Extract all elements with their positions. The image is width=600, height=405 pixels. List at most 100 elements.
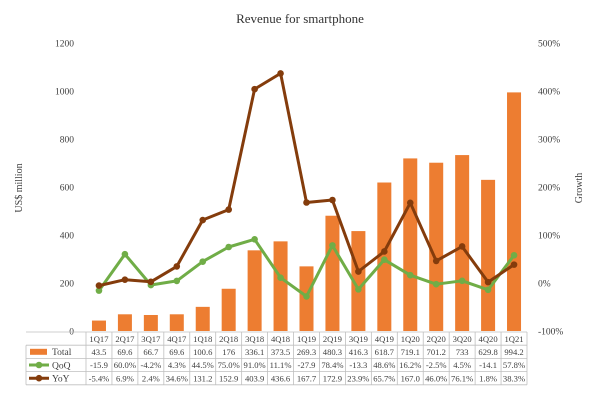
data-label-qoq: -15.9	[90, 360, 108, 370]
data-label-total: 43.5	[91, 347, 106, 357]
data-label-qoq: 16.2%	[399, 360, 421, 370]
x-tick-label: 1Q17	[89, 334, 109, 344]
y-tick-label: 400	[60, 232, 75, 242]
data-label-yoy: 1.8%	[479, 373, 497, 383]
point-yoy-1Q20	[406, 199, 414, 207]
x-tick-label: 4Q17	[167, 334, 187, 344]
bar-3Q18	[247, 250, 262, 331]
y2-axis-title: Growth	[574, 173, 585, 204]
x-tick-label: 3Q17	[141, 334, 161, 344]
line-yoy	[97, 71, 516, 288]
point-qoq-3Q19	[355, 286, 362, 293]
data-label-total: 100.6	[193, 347, 213, 357]
data-label-total: 69.6	[117, 347, 133, 357]
data-label-qoq: 57.8%	[503, 360, 525, 370]
point-qoq-4Q17	[173, 277, 181, 285]
data-label-total: 618.7	[375, 347, 395, 357]
y-tick-label: 1000	[55, 88, 74, 98]
point-qoq-1Q18	[199, 258, 207, 265]
data-label-total: 733	[456, 347, 469, 357]
point-qoq-1Q17	[95, 287, 103, 294]
point-qoq-1Q21	[510, 251, 518, 259]
y2-tick-label: 500%	[538, 40, 560, 50]
bar-1Q17	[91, 320, 106, 331]
data-label-yoy: 172.9	[323, 373, 342, 383]
data-label-yoy: 131.2	[193, 373, 212, 383]
data-label-yoy: 76.1%	[451, 373, 473, 383]
data-label-qoq: 44.5%	[192, 360, 214, 370]
data-label-yoy: 152.9	[219, 373, 238, 383]
point-yoy-1Q17	[95, 282, 103, 289]
point-yoy-4Q18	[277, 70, 284, 77]
point-yoy-1Q18	[199, 216, 207, 224]
y-tick-label: 0	[69, 328, 74, 338]
line-series	[95, 70, 518, 300]
bar-3Q20	[455, 155, 470, 331]
x-tick-label: 2Q19	[323, 334, 342, 344]
y2-tick-label: 0%	[538, 280, 551, 290]
data-label-total: 994.2	[504, 347, 523, 357]
point-qoq-3Q20	[458, 277, 466, 285]
point-qoq-4Q18	[277, 274, 284, 281]
legend-label-total: Total	[52, 348, 72, 358]
data-label-qoq: 4.3%	[168, 360, 186, 370]
y-tick-label: 600	[60, 184, 75, 194]
data-label-total: 480.3	[323, 347, 342, 357]
data-label-yoy: -5.4%	[89, 373, 110, 383]
data-label-total: 629.8	[478, 347, 497, 357]
y-tick-label: 200	[60, 280, 75, 290]
point-yoy-2Q18	[225, 206, 232, 213]
x-tick-label: 1Q21	[504, 334, 523, 344]
bar-4Q17	[169, 314, 184, 331]
y2-axis: -100% 0% 100% 200% 300% 400% 500%	[538, 40, 563, 338]
point-yoy-1Q19	[303, 199, 310, 206]
x-tick-label: 4Q20	[479, 334, 498, 344]
x-tick-label: 4Q19	[375, 334, 394, 344]
point-qoq-4Q19	[381, 256, 388, 263]
data-label-yoy: 2.4%	[142, 373, 160, 383]
data-label-yoy: 436.6	[271, 373, 291, 383]
point-qoq-1Q20	[406, 271, 414, 279]
y2-tick-label: 100%	[538, 232, 560, 242]
data-label-qoq: -2.5%	[426, 360, 447, 370]
y2-tick-label: -100%	[538, 328, 563, 338]
data-label-total: 719.1	[401, 347, 420, 357]
chart-title: Revenue for smartphone	[236, 11, 364, 26]
data-label-qoq: 78.4%	[321, 360, 343, 370]
data-label-total: 66.7	[143, 347, 159, 357]
y2-tick-label: 200%	[538, 184, 560, 194]
point-yoy-1Q21	[510, 261, 518, 268]
legend-marker-qoq	[35, 361, 43, 369]
y-axis: 0 200 400 600 800 1000 1200	[55, 40, 74, 338]
bar-2Q20	[429, 162, 444, 331]
x-tick-label: 2Q20	[427, 334, 446, 344]
legend-label-qoq: QoQ	[52, 361, 71, 371]
data-label-yoy: 34.6%	[166, 373, 188, 383]
bar-series-total	[91, 92, 522, 331]
bar-1Q18	[195, 306, 210, 331]
data-label-total: 416.3	[349, 347, 368, 357]
x-tick-label: 2Q17	[115, 334, 135, 344]
data-label-qoq: -27.9	[298, 360, 316, 370]
y2-tick-label: 400%	[538, 88, 560, 98]
x-tick-label: 3Q20	[453, 334, 472, 344]
point-qoq-2Q18	[225, 243, 232, 251]
bar-2Q17	[117, 314, 132, 331]
data-label-total: 176	[222, 347, 236, 357]
point-qoq-2Q19	[329, 242, 336, 249]
x-tick-label: 3Q18	[245, 334, 264, 344]
point-yoy-4Q20	[484, 278, 492, 286]
data-label-qoq: -14.1	[479, 360, 497, 370]
point-qoq-2Q20	[432, 280, 440, 288]
point-yoy-3Q19	[355, 268, 362, 275]
legend-marker-yoy	[35, 374, 43, 382]
data-label-yoy: 23.9%	[347, 373, 369, 383]
data-label-total: 336.1	[245, 347, 264, 357]
data-label-qoq: 48.6%	[373, 360, 395, 370]
y2-tick-label: 300%	[538, 136, 560, 146]
bar-4Q20	[481, 179, 496, 331]
data-label-total: 701.2	[427, 347, 446, 357]
y-axis-title: US$ million	[14, 163, 25, 212]
data-label-qoq: 60.0%	[114, 360, 136, 370]
